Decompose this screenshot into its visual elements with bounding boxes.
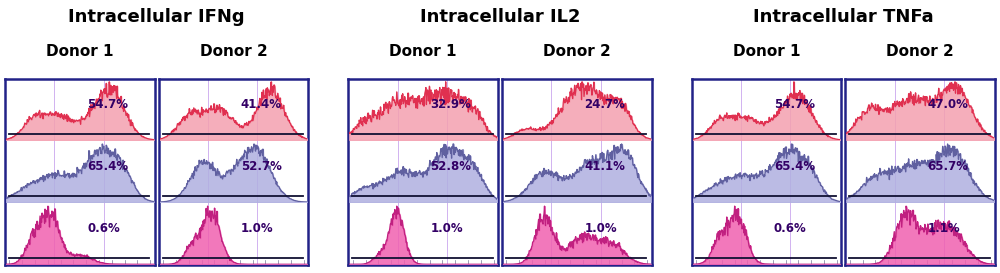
Text: 1.0%: 1.0% (584, 222, 617, 235)
Text: 24.7%: 24.7% (584, 98, 625, 111)
Text: 65.4%: 65.4% (774, 160, 815, 173)
Text: 65.4%: 65.4% (87, 160, 128, 173)
Text: 65.7%: 65.7% (928, 160, 969, 173)
Text: 1.1%: 1.1% (928, 222, 960, 235)
Text: 1.0%: 1.0% (241, 222, 274, 235)
Text: 41.4%: 41.4% (241, 98, 282, 111)
Text: Donor 1: Donor 1 (389, 44, 457, 59)
Text: Donor 2: Donor 2 (200, 44, 267, 59)
Text: Donor 1: Donor 1 (733, 44, 800, 59)
Text: 41.1%: 41.1% (584, 160, 625, 173)
Text: 32.9%: 32.9% (431, 98, 471, 111)
Text: 47.0%: 47.0% (928, 98, 968, 111)
Text: 52.7%: 52.7% (241, 160, 282, 173)
Text: 52.8%: 52.8% (431, 160, 472, 173)
Text: 54.7%: 54.7% (774, 98, 815, 111)
Text: Donor 2: Donor 2 (886, 44, 954, 59)
Text: Donor 2: Donor 2 (543, 44, 611, 59)
Text: 1.0%: 1.0% (431, 222, 463, 235)
Text: Intracellular IL2: Intracellular IL2 (420, 8, 580, 26)
Text: 0.6%: 0.6% (87, 222, 120, 235)
Text: 54.7%: 54.7% (87, 98, 128, 111)
Text: 0.6%: 0.6% (774, 222, 807, 235)
Text: Intracellular IFNg: Intracellular IFNg (68, 8, 245, 26)
Text: Donor 1: Donor 1 (46, 44, 114, 59)
Text: Intracellular TNFa: Intracellular TNFa (753, 8, 934, 26)
